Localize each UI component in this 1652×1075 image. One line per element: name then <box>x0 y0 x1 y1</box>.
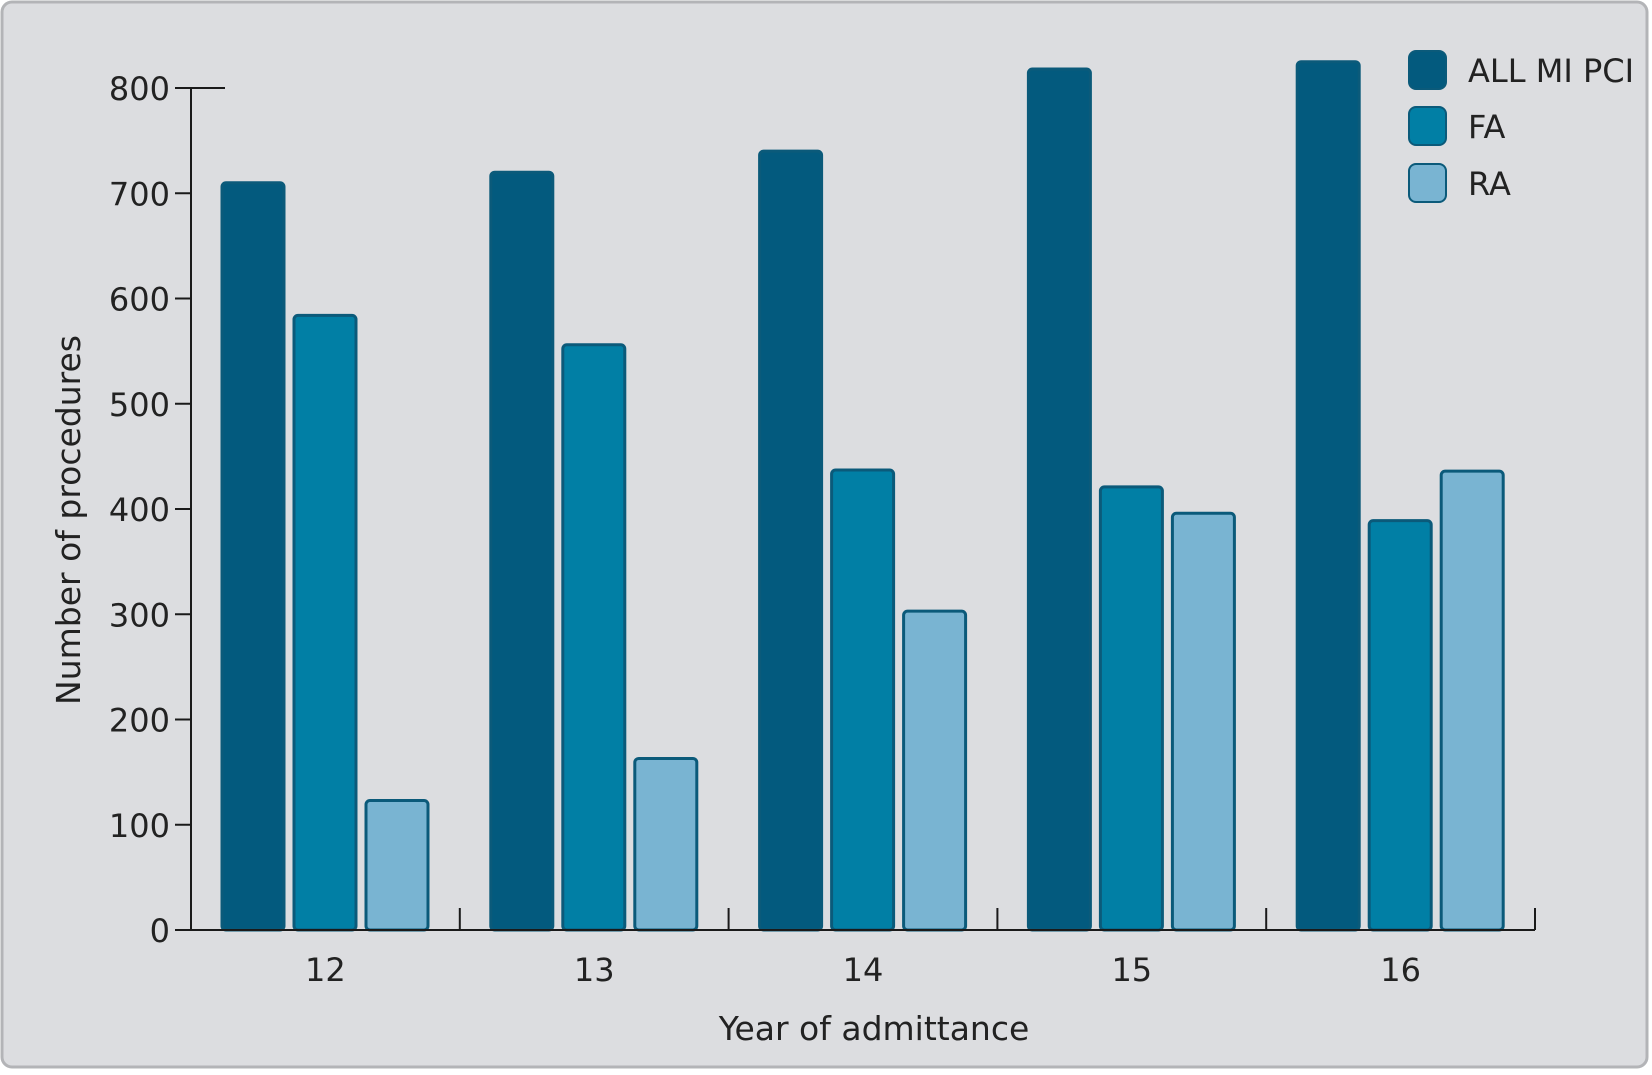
y-tick-label: 800 <box>109 70 170 108</box>
y-axis-title: Number of procedures <box>49 335 88 705</box>
legend-swatch-all-mi-pci <box>1408 50 1447 90</box>
y-tick-label: 700 <box>109 175 170 213</box>
legend-label: ALL MI PCI <box>1468 52 1634 90</box>
bars-group <box>220 60 1505 932</box>
x-tick-label: 14 <box>843 951 884 989</box>
legend: ALL MI PCI FA RA <box>1408 50 1634 203</box>
y-tick-label: 200 <box>109 702 170 740</box>
y-tick-label: 0 <box>150 912 170 950</box>
bar-all-mi-pci-13 <box>489 170 555 932</box>
x-tick-label: 15 <box>1111 951 1152 989</box>
y-tick-label: 300 <box>109 596 170 634</box>
bar-fa-14 <box>830 468 896 932</box>
bar-ra-12 <box>364 799 430 932</box>
bar-ra-15 <box>1170 511 1236 932</box>
x-axis-title: Year of admittance <box>718 1009 1030 1048</box>
legend-swatch-ra <box>1408 163 1447 203</box>
bar-fa-12 <box>292 313 358 932</box>
bar-ra-16 <box>1439 469 1505 932</box>
legend-label: RA <box>1468 165 1511 203</box>
x-tick-label: 12 <box>305 951 346 989</box>
bar-ra-14 <box>902 609 968 932</box>
bar-fa-15 <box>1098 485 1164 932</box>
bar-all-mi-pci-14 <box>758 149 824 932</box>
legend-swatch-fa <box>1408 106 1447 146</box>
y-tick-label: 400 <box>109 491 170 529</box>
y-tick-label: 100 <box>109 807 170 845</box>
tick-labels-group: 0 100 200 300 400 500 600 700 800 12 13 14 15 16 <box>109 70 1421 989</box>
y-tick-label: 600 <box>109 281 170 319</box>
x-tick-label: 16 <box>1380 951 1421 989</box>
x-tick-label: 13 <box>574 951 615 989</box>
bar-fa-13 <box>561 343 627 932</box>
bar-ra-13 <box>633 756 699 932</box>
y-tick-label: 500 <box>109 386 170 424</box>
bar-all-mi-pci-12 <box>220 181 286 932</box>
legend-label: FA <box>1468 108 1505 146</box>
bar-all-mi-pci-15 <box>1026 67 1092 932</box>
bar-all-mi-pci-16 <box>1295 60 1361 932</box>
bar-fa-16 <box>1367 519 1433 932</box>
axes-group <box>175 87 1536 931</box>
